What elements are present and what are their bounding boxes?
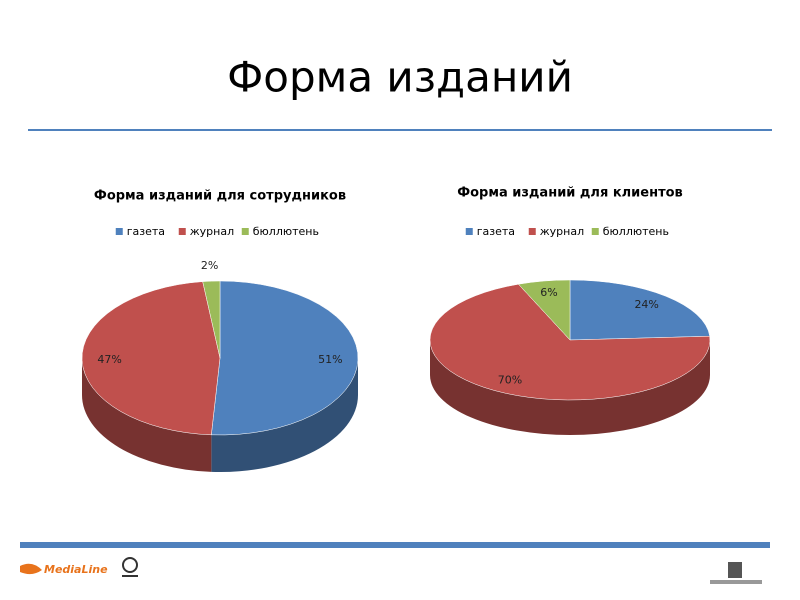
pie-side xyxy=(82,358,212,472)
data-label: 51% xyxy=(318,353,342,366)
legend-swatch xyxy=(115,228,123,235)
pie-slice xyxy=(569,279,711,341)
pie-slice xyxy=(429,283,711,401)
legend-swatch xyxy=(465,228,473,235)
footer-logo: MediaLine xyxy=(44,563,108,576)
data-label: 24% xyxy=(634,298,658,311)
legend-swatch xyxy=(241,228,249,235)
slide-title: Форма изданий xyxy=(227,53,573,102)
legend-label: журнал xyxy=(190,225,234,238)
pie-slice xyxy=(211,280,359,436)
pie-side xyxy=(211,358,358,472)
logo-mark xyxy=(20,563,42,575)
data-label: 70% xyxy=(498,374,522,387)
legend-label: бюллютень xyxy=(253,225,319,238)
legend-label: газета xyxy=(127,225,165,238)
pie-slice xyxy=(517,279,571,341)
legend-swatch xyxy=(178,228,186,235)
legend-swatch xyxy=(591,228,599,235)
pie-side xyxy=(430,340,710,435)
legend-label: газета xyxy=(477,225,515,238)
logo-icon xyxy=(710,580,762,584)
pie-slice xyxy=(81,281,221,436)
chart-title: Форма изданий для клиентов xyxy=(457,186,683,201)
data-label: 2% xyxy=(201,259,218,272)
legend-swatch xyxy=(528,228,536,235)
pie-slice xyxy=(202,280,221,359)
chart-title: Форма изданий для сотрудников xyxy=(94,189,346,204)
logo-icon xyxy=(728,562,742,578)
legend-label: бюллютень xyxy=(603,225,669,238)
data-label: 6% xyxy=(540,286,557,299)
data-label: 47% xyxy=(97,353,121,366)
logo-icon xyxy=(122,557,138,573)
legend-label: журнал xyxy=(540,225,584,238)
